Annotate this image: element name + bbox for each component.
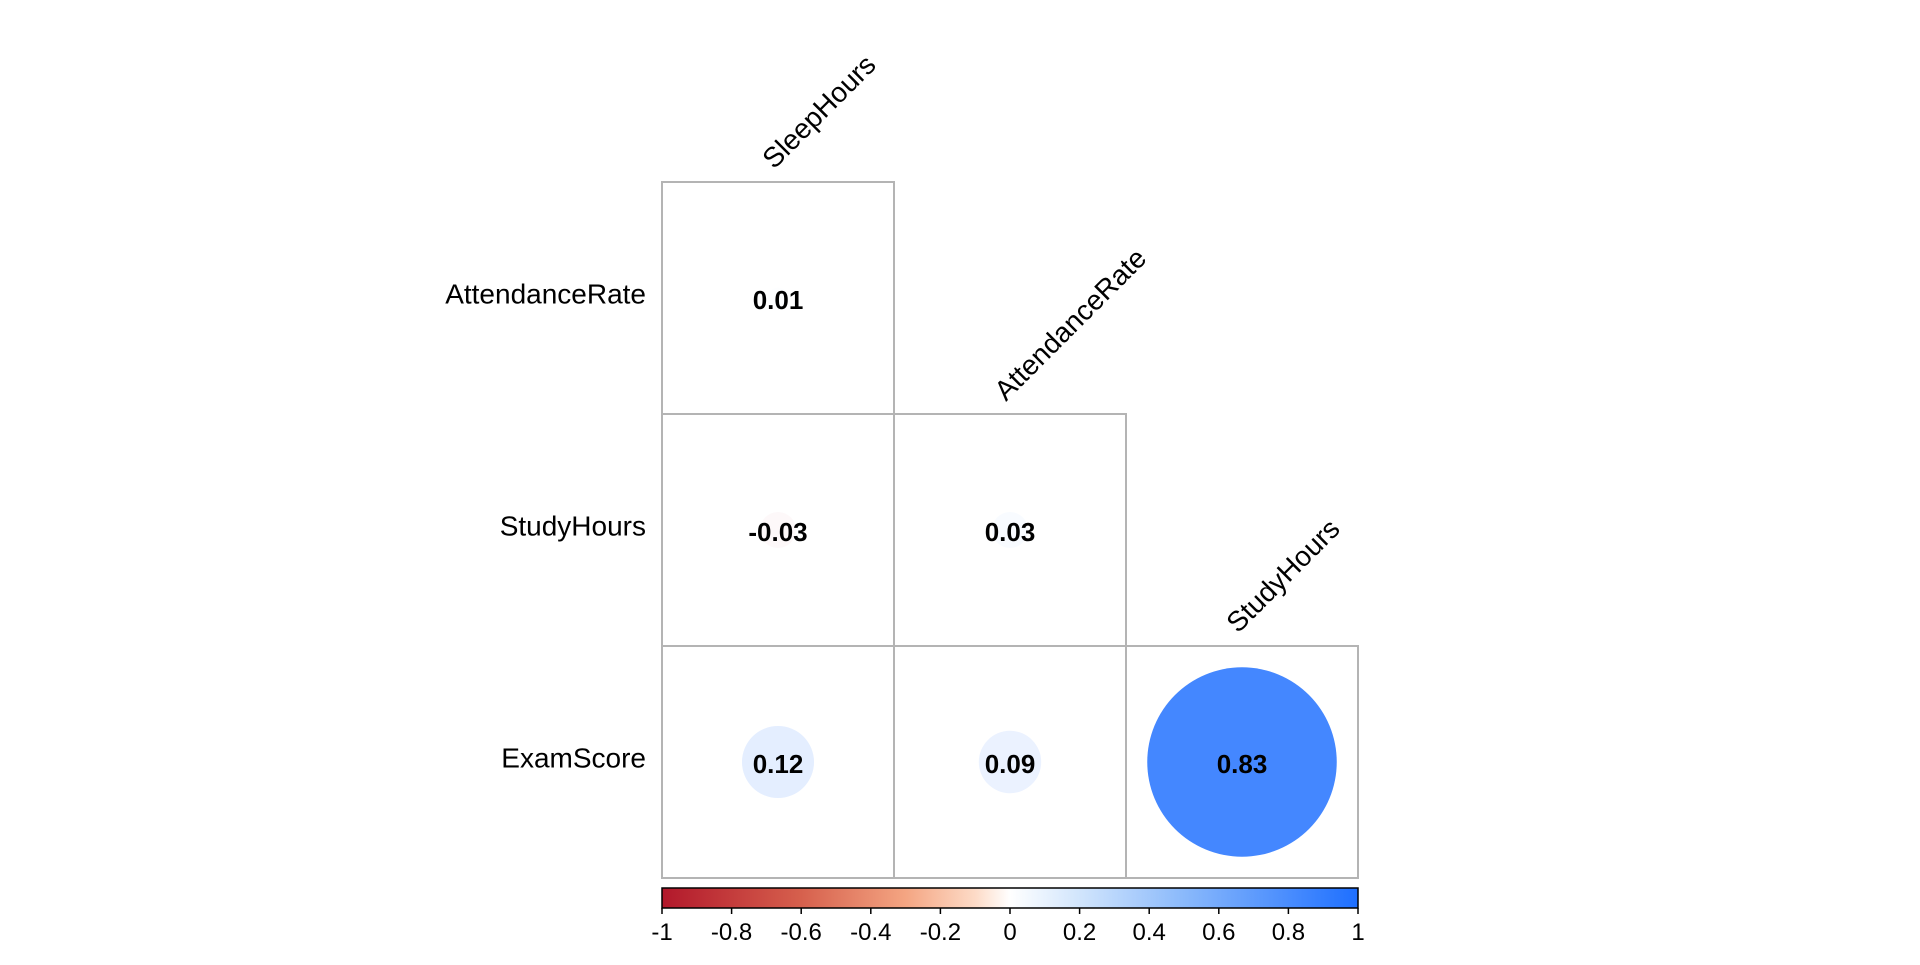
- colorbar-gradient: [661, 887, 1359, 909]
- colorbar-tick-label: -0.6: [781, 919, 822, 946]
- colorbar-tick-label: 0: [1003, 919, 1016, 946]
- correlation-circle: [991, 511, 1029, 549]
- colorbar-tick-label: 0.4: [1133, 919, 1166, 946]
- correlation-values: 0.01 -0.03 0.03 0.12 0.09 0.83: [748, 285, 1267, 779]
- column-labels: SleepHours AttendanceRate StudyHours: [756, 49, 1345, 638]
- row-label: ExamScore: [501, 742, 646, 773]
- correlation-value-label: 0.03: [985, 517, 1036, 547]
- colorbar-tick-label: -0.2: [920, 919, 961, 946]
- row-label: AttendanceRate: [445, 278, 646, 309]
- colorbar-tick-label: -0.8: [711, 919, 752, 946]
- correlation-circle: [767, 287, 789, 309]
- matrix-grid: [661, 181, 1359, 879]
- correlation-circle: [759, 511, 797, 549]
- colorbar-tick-label: 0.2: [1063, 919, 1096, 946]
- column-label: AttendanceRate: [988, 242, 1152, 406]
- correlation-value-label: 0.12: [753, 749, 804, 779]
- correlation-circles: [741, 287, 1337, 857]
- colorbar-tick-label: -0.4: [850, 919, 891, 946]
- correlation-value-label: 0.01: [753, 285, 804, 315]
- column-label: StudyHours: [1220, 513, 1345, 638]
- matrix-cell: [1125, 645, 1359, 879]
- colorbar: -1 -0.8 -0.6 -0.4 -0.2 0 0.2 0.4 0.6 0.8 1: [651, 887, 1365, 946]
- correlation-circle: [741, 725, 815, 799]
- correlation-value-label: 0.09: [985, 749, 1036, 779]
- row-label: StudyHours: [500, 510, 646, 541]
- colorbar-tick-label: 1: [1351, 919, 1364, 946]
- correlation-circle: [1147, 667, 1337, 857]
- correlation-value-label: -0.03: [748, 517, 807, 547]
- correlation-value-label: 0.83: [1217, 749, 1268, 779]
- row-labels: AttendanceRate StudyHours ExamScore: [445, 278, 646, 773]
- column-label: SleepHours: [756, 49, 881, 174]
- colorbar-tick-label: -1: [651, 919, 672, 946]
- correlation-circle: [978, 730, 1042, 794]
- colorbar-tick-label: 0.8: [1272, 919, 1305, 946]
- colorbar-tick-label: 0.6: [1202, 919, 1235, 946]
